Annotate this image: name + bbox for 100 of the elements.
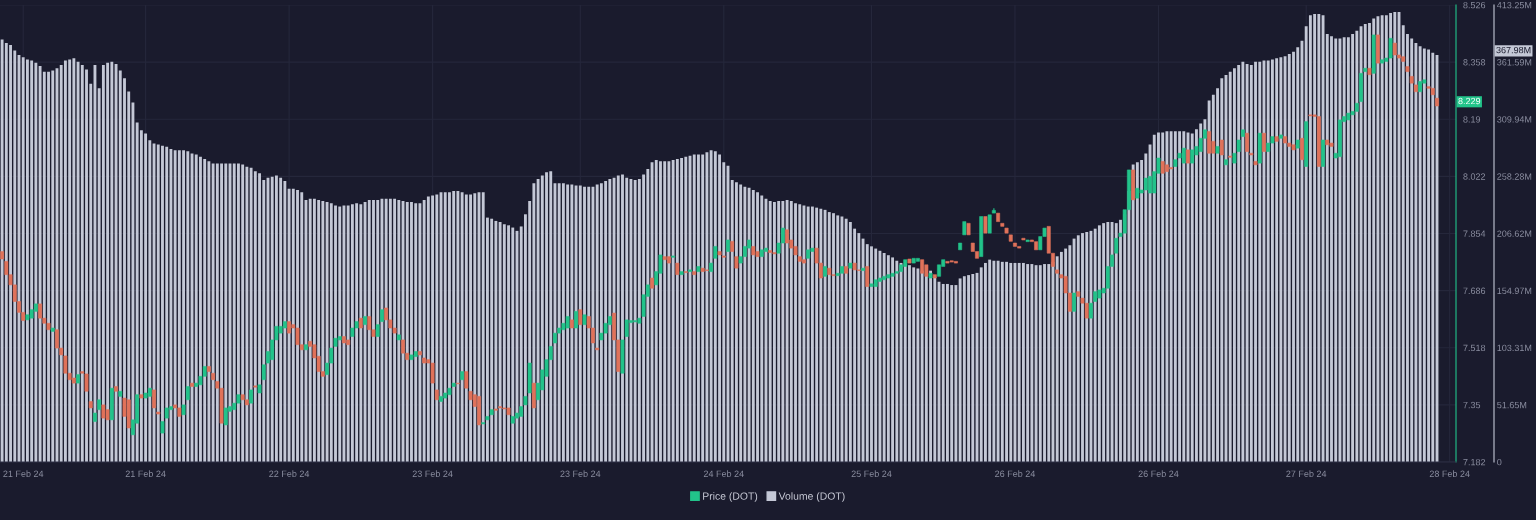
bar <box>1389 13 1393 462</box>
candlestick <box>861 267 865 271</box>
candlestick <box>147 387 152 397</box>
bar <box>912 267 916 462</box>
candlestick <box>422 357 427 364</box>
candlestick <box>1376 34 1380 64</box>
bar <box>1190 133 1194 462</box>
bar <box>654 160 658 462</box>
candlestick <box>257 384 262 394</box>
bar <box>329 203 333 462</box>
candlestick <box>1291 144 1296 151</box>
bar <box>536 178 540 462</box>
bar <box>211 163 215 462</box>
bar <box>72 58 76 462</box>
candlestick <box>578 309 583 325</box>
bar <box>435 194 439 462</box>
candlestick <box>920 259 925 274</box>
bar <box>215 163 219 462</box>
bar <box>739 184 743 462</box>
bar <box>279 177 283 462</box>
candlestick <box>662 256 667 260</box>
candlestick <box>953 261 958 264</box>
candlestick <box>869 283 874 287</box>
bar <box>68 59 72 462</box>
bar <box>182 150 186 462</box>
candlestick <box>1186 149 1190 164</box>
bar <box>785 199 789 462</box>
bar <box>1152 134 1156 462</box>
bar <box>878 250 882 462</box>
bar <box>1097 225 1101 462</box>
bar <box>1081 233 1084 462</box>
candlestick <box>1405 66 1410 72</box>
x-tick-label: 22 Feb 24 <box>269 470 310 477</box>
bar <box>545 172 548 462</box>
candlestick <box>827 267 832 275</box>
candlestick <box>624 319 629 337</box>
bar <box>760 195 764 462</box>
bar <box>1182 131 1186 462</box>
bar <box>1076 235 1080 462</box>
candlestick <box>1190 149 1195 164</box>
bar <box>692 154 696 462</box>
bar <box>1237 64 1241 462</box>
candlestick <box>1300 138 1304 160</box>
y-tick-label: 7.182 <box>1463 458 1486 466</box>
bar <box>443 192 447 462</box>
candlestick <box>1316 116 1321 167</box>
candlestick <box>1219 139 1224 156</box>
bar <box>751 189 755 462</box>
candlestick <box>1346 112 1351 121</box>
candlestick <box>1131 169 1136 201</box>
candlestick <box>666 256 671 264</box>
bar <box>359 204 363 462</box>
bar <box>1346 37 1350 462</box>
bar <box>1055 256 1059 462</box>
candlestick <box>1359 73 1363 102</box>
bar <box>604 181 608 462</box>
text: 367.98M <box>1496 46 1531 54</box>
candlestick <box>671 255 676 258</box>
bar <box>452 191 456 462</box>
bar <box>781 201 785 462</box>
candlestick <box>1295 139 1300 149</box>
bar <box>1308 15 1312 462</box>
bar <box>992 260 996 462</box>
candlestick <box>987 214 992 234</box>
x-tick-label: 27 Feb 24 <box>1286 470 1327 477</box>
bar <box>1296 47 1300 462</box>
candlestick <box>772 252 777 255</box>
y2-tick-label: 413.25M <box>1496 1 1532 9</box>
candlestick <box>181 404 186 416</box>
bar <box>1165 131 1169 462</box>
candlestick <box>1329 142 1334 147</box>
bar <box>819 208 823 462</box>
y2-tick-label: 258.28M <box>1497 173 1532 180</box>
candlestick <box>679 271 684 275</box>
bar <box>680 157 684 462</box>
bar <box>675 158 679 462</box>
bar <box>1043 264 1046 462</box>
bar <box>1292 51 1295 462</box>
bar <box>135 122 139 462</box>
bar <box>1106 222 1110 462</box>
bar <box>540 175 544 462</box>
bar <box>414 203 418 462</box>
bar <box>144 133 148 462</box>
bar <box>1026 264 1030 462</box>
bar <box>705 152 709 462</box>
bar <box>1030 264 1034 462</box>
candlestick <box>1114 237 1119 254</box>
bar <box>177 150 181 462</box>
candlestick <box>114 386 118 392</box>
candlestick <box>1164 164 1169 172</box>
bar <box>118 70 122 462</box>
bar <box>768 201 772 462</box>
bar <box>431 195 435 462</box>
bar <box>697 154 700 462</box>
candlestick <box>531 382 536 409</box>
candlestick <box>966 223 971 236</box>
candlestick <box>865 266 870 287</box>
bar <box>165 146 169 462</box>
bar <box>684 156 688 462</box>
bar <box>815 207 819 462</box>
